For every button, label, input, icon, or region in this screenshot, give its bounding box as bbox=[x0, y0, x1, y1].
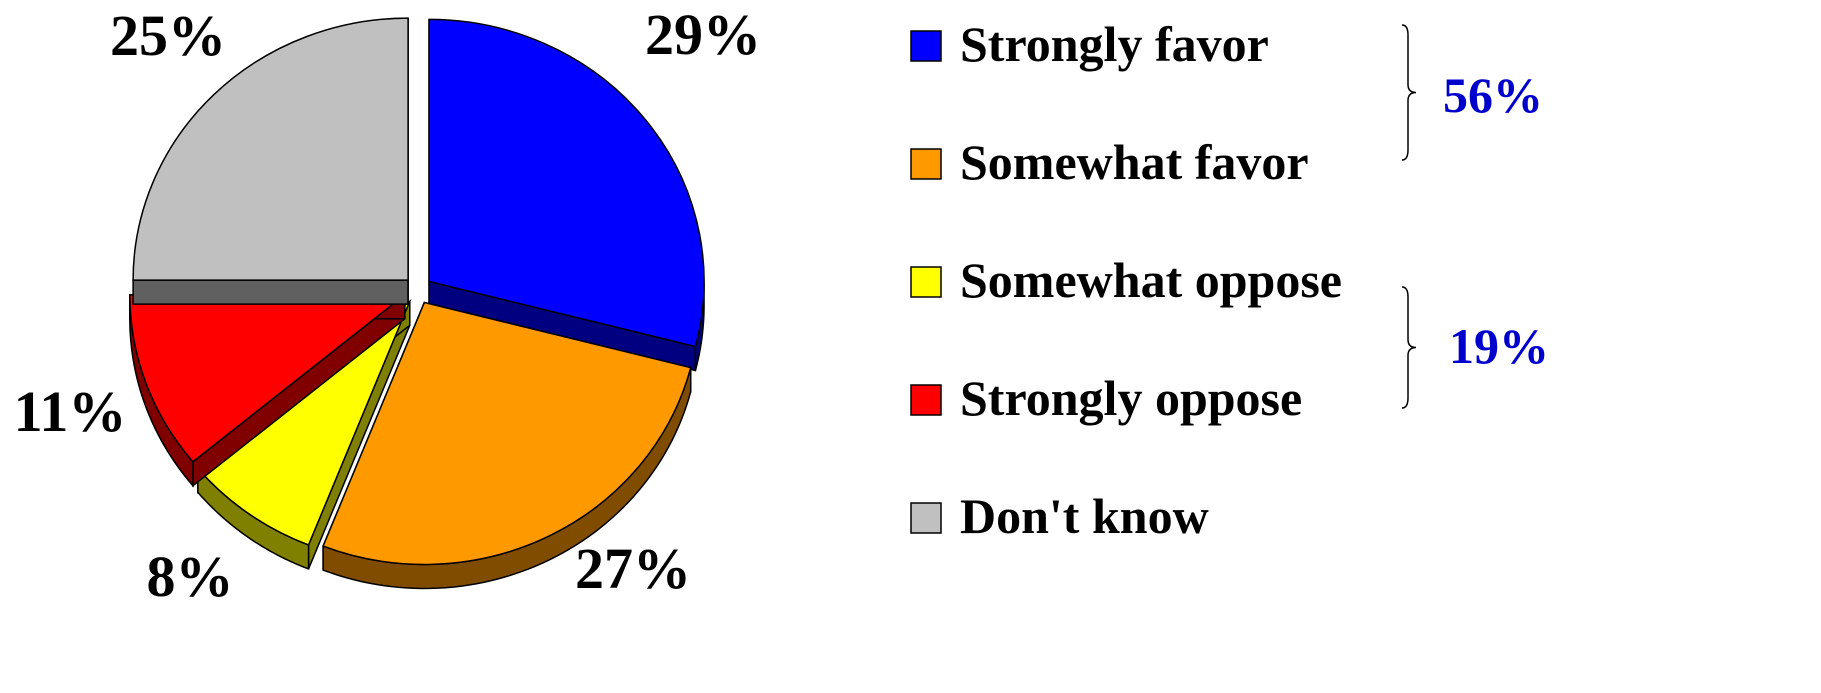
group-brackets: 56% 19% bbox=[1401, 24, 1549, 409]
legend: Strongly favor Somewhat favor Somewhat opp… bbox=[910, 16, 1342, 544]
slice-label-somewhat-oppose: 8% bbox=[147, 544, 234, 609]
slice-label-strongly-favor: 29% bbox=[645, 2, 761, 67]
legend-swatch-strongly-favor bbox=[910, 30, 942, 62]
slice-don-t-know bbox=[132, 17, 409, 305]
slice-wall-don-t-know bbox=[132, 279, 409, 305]
legend-label-strongly-favor: Strongly favor bbox=[960, 16, 1269, 72]
pie-slices bbox=[129, 17, 705, 590]
slice-labels: 29% 27% 8% 11% 25% bbox=[14, 2, 761, 609]
legend-label-strongly-oppose: Strongly oppose bbox=[960, 370, 1302, 426]
slice-strongly-favor bbox=[428, 18, 705, 372]
brace-group-2 bbox=[1401, 286, 1417, 409]
legend-label-somewhat-favor: Somewhat favor bbox=[960, 134, 1309, 190]
legend-swatch-don-t-know bbox=[910, 502, 942, 534]
legend-item-strongly-oppose: Strongly oppose bbox=[910, 370, 1302, 426]
slice-label-strongly-oppose: 11% bbox=[14, 379, 127, 444]
legend-label-don-t-know: Don't know bbox=[960, 488, 1209, 544]
legend-item-don-t-know: Don't know bbox=[910, 488, 1209, 544]
slice-somewhat-favor bbox=[322, 301, 692, 590]
group-total-2: 19% bbox=[1449, 318, 1549, 374]
slice-top-somewhat-favor bbox=[322, 301, 692, 566]
legend-item-somewhat-oppose: Somewhat oppose bbox=[910, 252, 1342, 308]
slice-top-strongly-favor bbox=[428, 18, 705, 348]
legend-swatch-somewhat-oppose bbox=[910, 266, 942, 298]
group-total-1: 56% bbox=[1443, 67, 1543, 123]
slice-top-don-t-know bbox=[132, 17, 409, 281]
legend-swatch-somewhat-favor bbox=[910, 148, 942, 180]
legend-swatch-strongly-oppose bbox=[910, 384, 942, 416]
legend-item-strongly-favor: Strongly favor bbox=[910, 16, 1269, 72]
slice-top-strongly-oppose bbox=[129, 293, 407, 463]
slice-label-don-t-know: 25% bbox=[110, 3, 226, 68]
group-bracket-2: 19% bbox=[1401, 286, 1549, 409]
slice-label-somewhat-favor: 27% bbox=[575, 536, 691, 601]
brace-group-1 bbox=[1401, 24, 1417, 161]
legend-label-somewhat-oppose: Somewhat oppose bbox=[960, 252, 1342, 308]
group-bracket-1: 56% bbox=[1401, 24, 1543, 161]
legend-item-somewhat-favor: Somewhat favor bbox=[910, 134, 1309, 190]
